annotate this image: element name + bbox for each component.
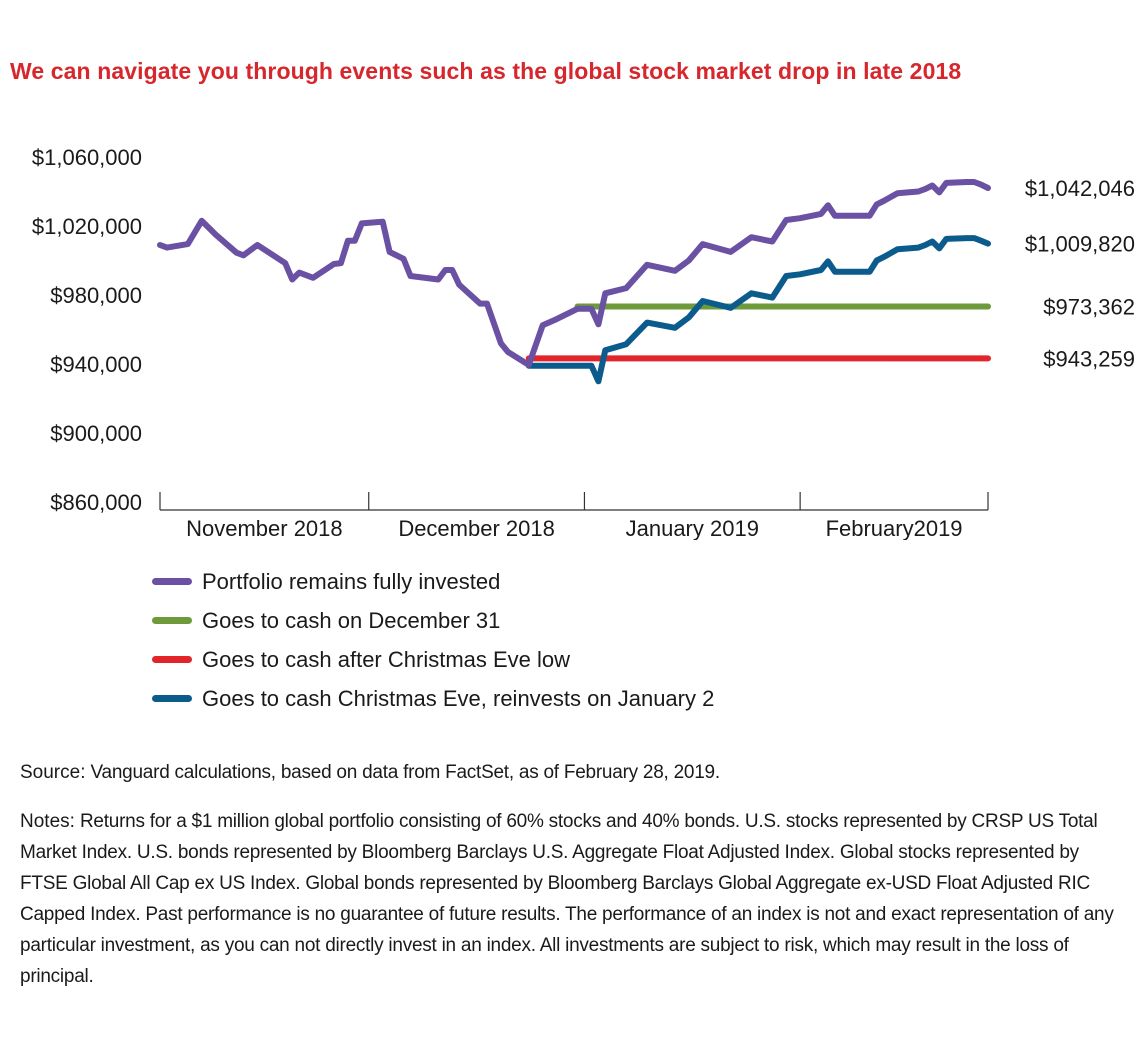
x-tick-label: January 2019: [626, 516, 759, 540]
legend-swatch: [152, 578, 192, 585]
legend-item-cash-christmas-eve-low: Goes to cash after Christmas Eve low: [152, 640, 714, 679]
source-text: Vanguard calculations, based on data fro…: [85, 762, 721, 783]
end-value-label: $973,362: [1043, 294, 1135, 319]
legend-swatch: [152, 656, 192, 663]
x-tick-label: December 2018: [398, 516, 555, 540]
x-tick-label: February2019: [826, 516, 963, 540]
y-tick-label: $980,000: [50, 283, 142, 308]
legend-label: Portfolio remains fully invested: [202, 568, 501, 594]
chart-legend: Portfolio remains fully invested Goes to…: [152, 562, 714, 718]
legend-item-cash-reinvest-jan-2: Goes to cash Christmas Eve, reinvests on…: [152, 679, 714, 718]
source-lead: Source:: [20, 762, 86, 783]
source-note: Source: Vanguard calculations, based on …: [20, 757, 1120, 788]
legend-swatch: [152, 617, 192, 624]
y-tick-label: $900,000: [50, 421, 142, 446]
y-tick-label: $1,060,000: [32, 145, 142, 170]
x-tick-label: November 2018: [186, 516, 343, 540]
notes-text-block: Notes: Returns for a $1 million global p…: [20, 806, 1120, 992]
legend-swatch: [152, 695, 192, 702]
end-value-label: $1,042,046: [1025, 176, 1135, 201]
y-tick-label: $940,000: [50, 352, 142, 377]
chart-title: We can navigate you through events such …: [10, 58, 962, 84]
legend-item-fully-invested: Portfolio remains fully invested: [152, 562, 714, 601]
notes-text: Returns for a $1 million global portfoli…: [20, 811, 1114, 987]
series-line-1: [157, 179, 991, 368]
series-line-4: [525, 235, 991, 385]
legend-label: Goes to cash on December 31: [202, 607, 501, 633]
line-chart: $1,060,000 $1,020,000 $980,000 $940,000 $900…: [32, 145, 1135, 540]
legend-label: Goes to cash after Christmas Eve low: [202, 646, 571, 672]
notes-lead: Notes:: [20, 811, 75, 832]
y-tick-label: $1,020,000: [32, 214, 142, 239]
legend-item-cash-dec-31: Goes to cash on December 31: [152, 601, 714, 640]
legend-label: Goes to cash Christmas Eve, reinvests on…: [202, 685, 715, 711]
end-value-label: $943,259: [1043, 346, 1135, 371]
end-value-label: $1,009,820: [1025, 232, 1135, 257]
y-tick-label: $860,000: [50, 490, 142, 515]
